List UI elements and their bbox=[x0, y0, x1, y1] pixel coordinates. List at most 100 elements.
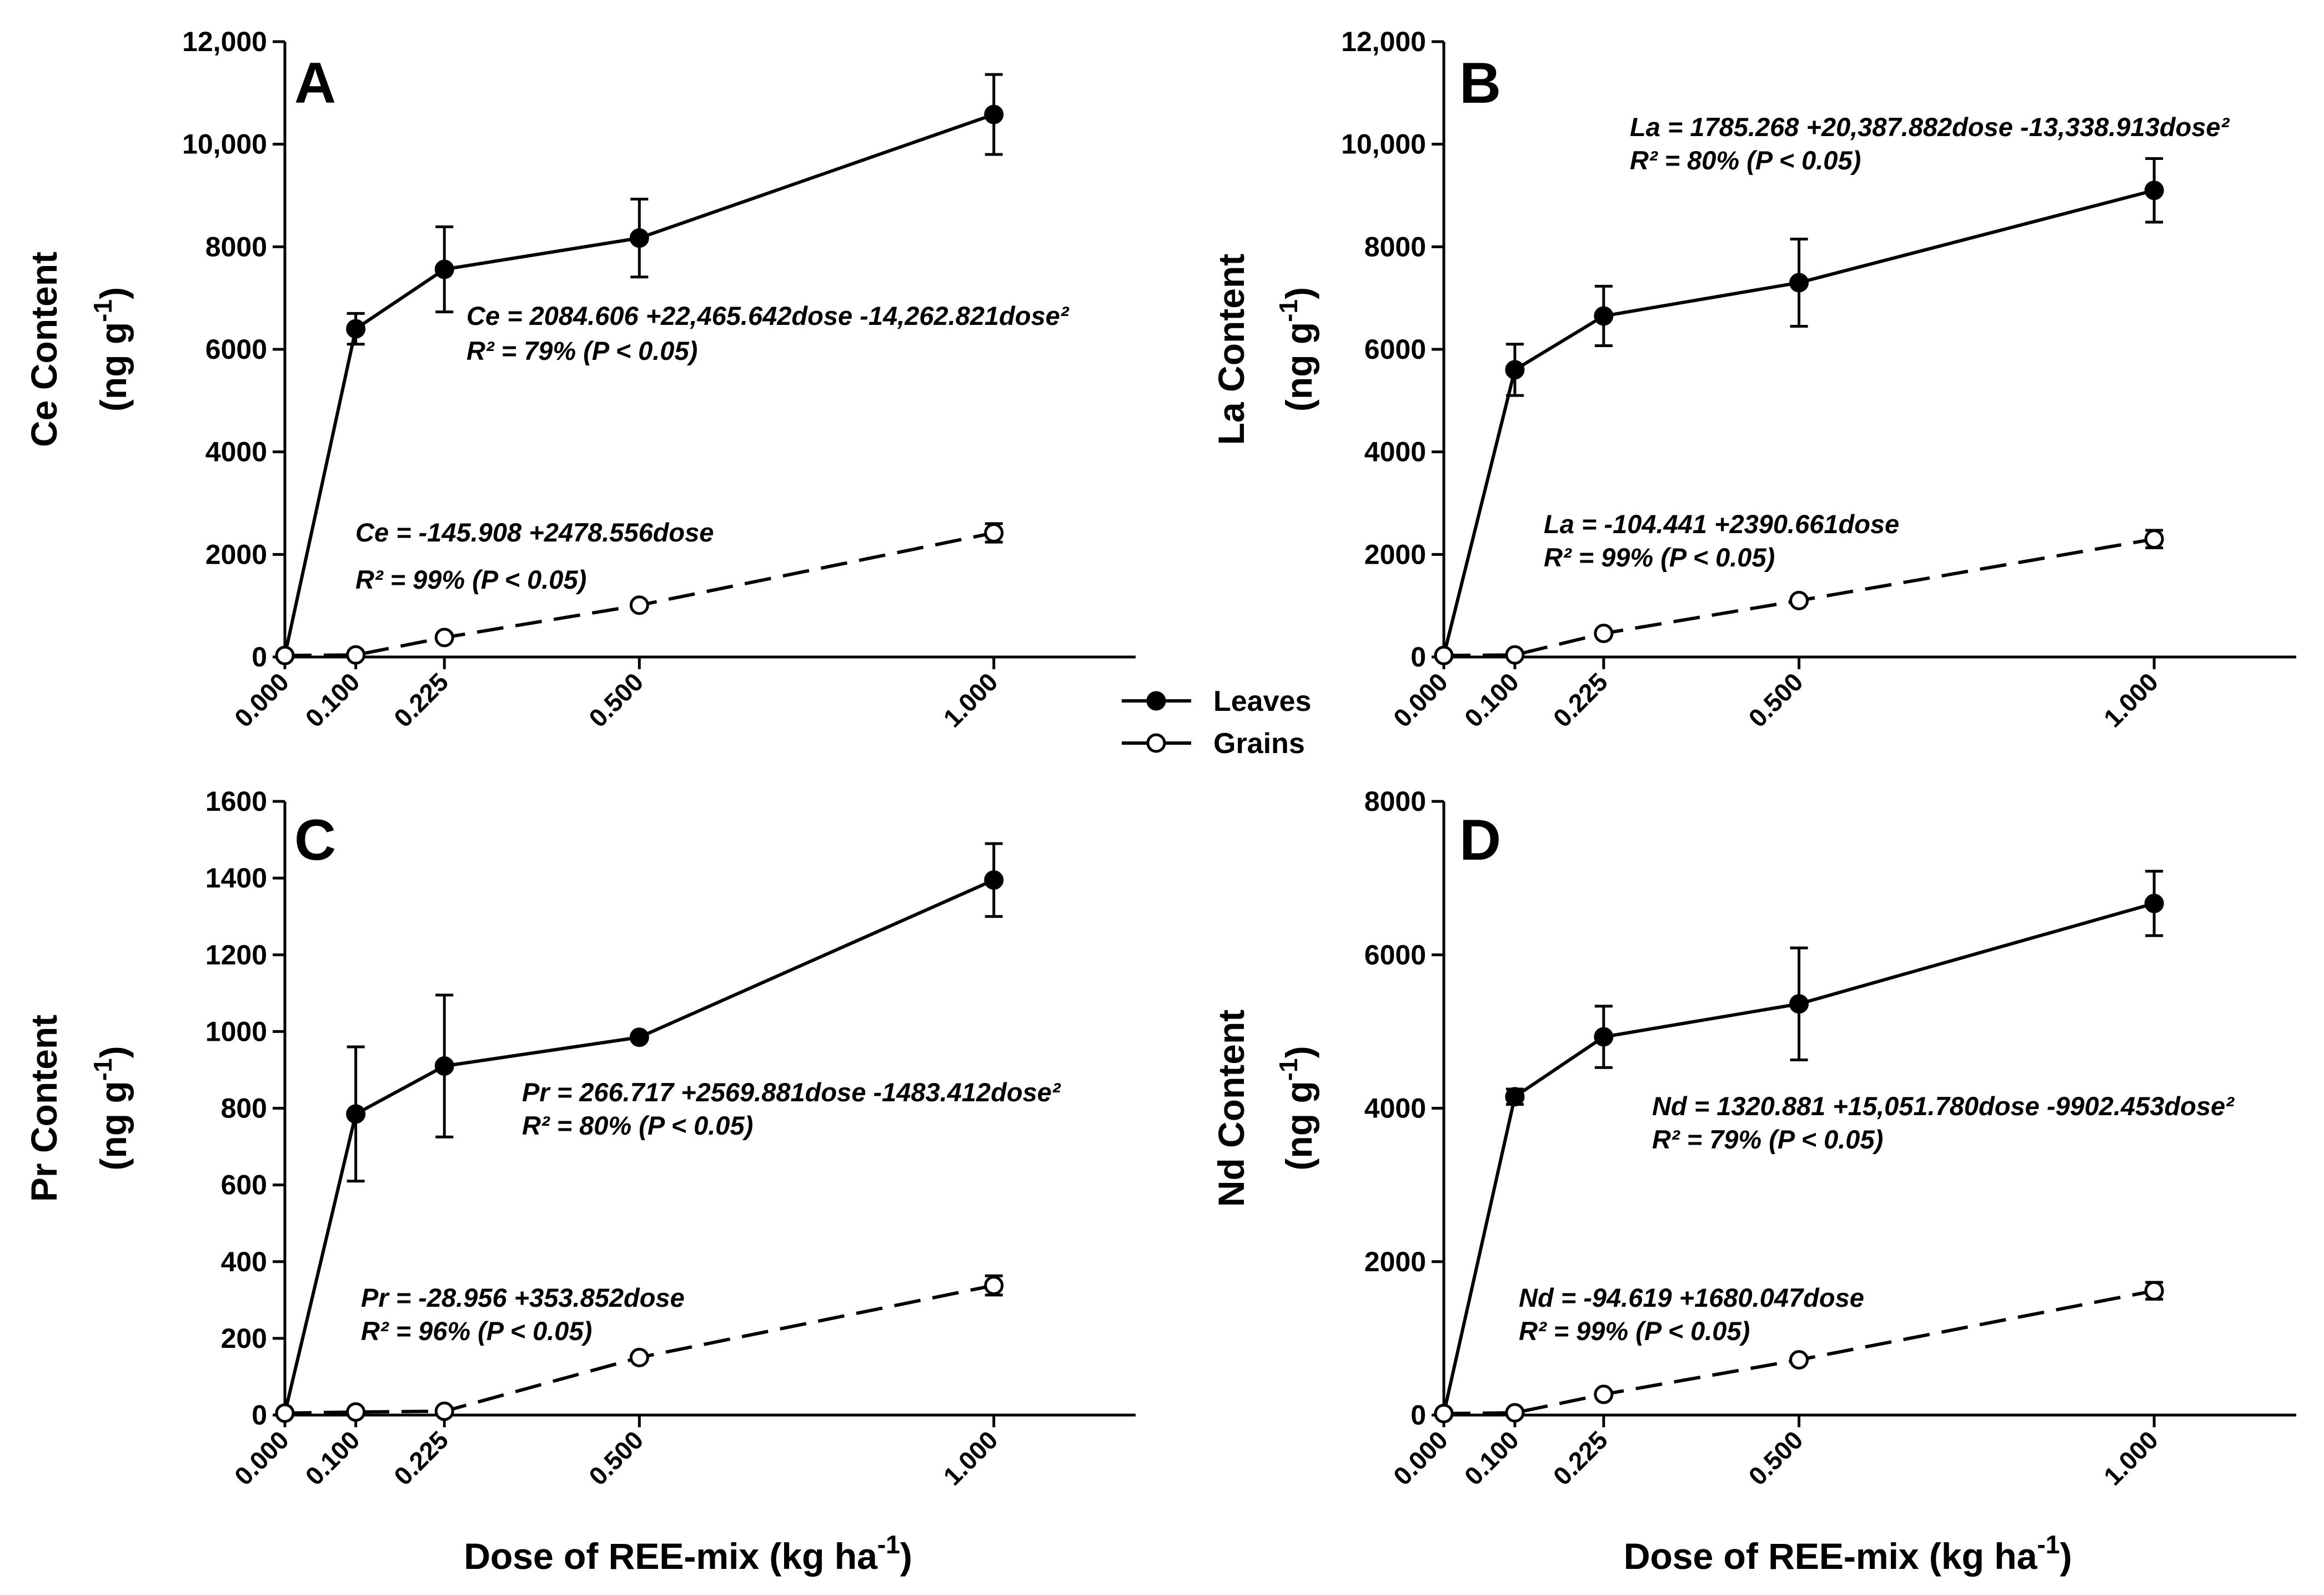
y-axis-unit-close: ) bbox=[93, 287, 134, 299]
grains-r2: R² = 96% (P < 0.05) bbox=[361, 1316, 592, 1346]
data-point-leaves bbox=[984, 870, 1004, 890]
data-point-leaves bbox=[434, 1056, 454, 1076]
y-axis-label: Nd Content bbox=[1211, 1010, 1252, 1207]
legend-grains-marker bbox=[1146, 733, 1166, 753]
legend-grains-label: Grains bbox=[1213, 728, 1305, 760]
x-axis-label: Dose of REE-mix (kg ha-1) bbox=[464, 1530, 912, 1577]
y-axis-unit-close: ) bbox=[1278, 1046, 1319, 1058]
y-tick-label: 6000 bbox=[205, 334, 267, 365]
y-axis-unit-text: (ng g bbox=[1278, 322, 1319, 412]
data-point-grains bbox=[346, 1402, 366, 1422]
y-axis-unit-text: (ng g bbox=[93, 1081, 134, 1170]
legend-leaves-label: Leaves bbox=[1213, 685, 1311, 718]
y-axis-unit-text: (ng g bbox=[93, 322, 134, 412]
x-axis-label-close: ) bbox=[2060, 1536, 2072, 1577]
data-point-leaves bbox=[629, 228, 649, 248]
grains-equation: La = -104.441 +2390.661dose bbox=[1544, 509, 1899, 539]
y-tick-label: 2000 bbox=[1364, 539, 1426, 570]
data-point-grains bbox=[984, 1276, 1004, 1296]
data-point-leaves bbox=[1594, 1027, 1614, 1047]
series-grains bbox=[275, 522, 1004, 665]
data-point-leaves bbox=[346, 319, 366, 339]
x-axis-label-close: ) bbox=[2060, 1536, 2072, 1577]
x-axis-label-superscript: -1 bbox=[2037, 1530, 2060, 1559]
y-axis-unit-superscript: -1 bbox=[88, 1058, 117, 1081]
data-point-grains bbox=[1505, 645, 1525, 665]
x-axis-label: Dose of REE-mix (kg ha-1) bbox=[1624, 1530, 2072, 1577]
y-tick-label: 400 bbox=[221, 1246, 267, 1277]
data-point-grains bbox=[275, 645, 295, 665]
y-tick-label: 1400 bbox=[205, 862, 267, 894]
data-point-leaves bbox=[1594, 306, 1614, 326]
x-axis-label: Dose of REE-mix (kg ha-1) bbox=[1624, 1530, 2072, 1577]
y-axis-label: Ce Content bbox=[23, 252, 64, 447]
data-point-grains bbox=[984, 523, 1004, 543]
panel-letter: C bbox=[294, 808, 336, 872]
y-tick-label: 8000 bbox=[205, 231, 267, 262]
legend-leaves-marker bbox=[1146, 691, 1166, 711]
y-tick-label: 200 bbox=[221, 1323, 267, 1354]
data-point-grains bbox=[434, 628, 454, 648]
leaves-equation: Ce = 2084.606 +22,465.642dose -14,262.82… bbox=[466, 301, 1070, 330]
y-tick-label: 6000 bbox=[1364, 939, 1426, 970]
y-axis-unit-close: ) bbox=[93, 1046, 134, 1058]
y-tick-label: 8000 bbox=[1364, 231, 1426, 262]
data-point-grains bbox=[1505, 1403, 1525, 1423]
leaves-r2: R² = 80% (P < 0.05) bbox=[522, 1111, 753, 1140]
y-tick-label: 8000 bbox=[1364, 786, 1426, 817]
x-axis-label-text: Dose of REE-mix (kg ha bbox=[1624, 1536, 2038, 1577]
data-point-leaves bbox=[629, 1027, 649, 1047]
data-point-grains bbox=[2144, 529, 2164, 549]
data-point-leaves bbox=[1789, 994, 1809, 1014]
y-tick-label: 12,000 bbox=[182, 26, 267, 57]
y-axis-unit-superscript: -1 bbox=[1274, 299, 1303, 322]
y-axis-unit-close: ) bbox=[1278, 287, 1319, 299]
y-axis-unit-label: (ng g-1) bbox=[88, 287, 134, 412]
leaves-equation: Nd = 1320.881 +15,051.780dose -9902.453d… bbox=[1652, 1091, 2235, 1121]
grains-r2: R² = 99% (P < 0.05) bbox=[355, 565, 586, 594]
y-tick-label: 1600 bbox=[205, 786, 267, 817]
grains-equation: Pr = -28.956 +353.852dose bbox=[361, 1283, 685, 1312]
y-tick-label: 0 bbox=[252, 1400, 267, 1431]
data-point-grains bbox=[629, 595, 649, 615]
data-point-grains bbox=[1594, 1385, 1614, 1405]
y-axis-unit-text: (ng g bbox=[1278, 1081, 1319, 1170]
data-point-grains bbox=[1789, 590, 1809, 610]
data-point-grains bbox=[2144, 1281, 2164, 1301]
panel-letter: B bbox=[1459, 51, 1501, 116]
y-tick-label: 0 bbox=[1411, 641, 1426, 673]
y-tick-label: 12,000 bbox=[1341, 26, 1426, 57]
data-point-grains bbox=[1789, 1350, 1809, 1370]
data-point-leaves bbox=[346, 1104, 366, 1124]
y-tick-label: 1200 bbox=[205, 939, 267, 970]
y-tick-label: 2000 bbox=[1364, 1246, 1426, 1277]
leaves-r2: R² = 79% (P < 0.05) bbox=[1652, 1125, 1883, 1154]
x-axis-label-superscript: -1 bbox=[877, 1530, 900, 1559]
grains-equation: Nd = -94.619 +1680.047dose bbox=[1519, 1283, 1864, 1312]
y-tick-label: 4000 bbox=[1364, 437, 1426, 468]
data-point-grains bbox=[434, 1401, 454, 1421]
y-tick-label: 4000 bbox=[205, 437, 267, 468]
leaves-equation: La = 1785.268 +20,387.882dose -13,338.91… bbox=[1630, 112, 2230, 142]
leaves-r2: R² = 79% (P < 0.05) bbox=[466, 336, 697, 365]
data-point-grains bbox=[1594, 624, 1614, 644]
y-tick-label: 2000 bbox=[205, 539, 267, 570]
series-leaves bbox=[275, 73, 1004, 665]
y-axis-label: Pr Content bbox=[23, 1015, 64, 1202]
legend: Leaves Grains bbox=[1122, 685, 1311, 760]
x-axis-label-superscript: -1 bbox=[2037, 1530, 2060, 1559]
leaves-equation: Pr = 266.717 +2569.881dose -1483.412dose… bbox=[522, 1077, 1061, 1107]
x-axis-label-close: ) bbox=[900, 1536, 912, 1577]
data-point-leaves bbox=[434, 259, 454, 279]
data-point-grains bbox=[629, 1347, 649, 1367]
y-tick-label: 0 bbox=[1411, 1400, 1426, 1431]
data-point-leaves bbox=[1789, 273, 1809, 293]
data-point-grains bbox=[346, 645, 366, 665]
y-axis-unit-label: (ng g-1) bbox=[88, 1046, 134, 1170]
data-point-leaves bbox=[1505, 360, 1525, 380]
x-axis-label: Dose of REE-mix (kg ha-1) bbox=[464, 1530, 912, 1577]
grains-equation: Ce = -145.908 +2478.556dose bbox=[355, 518, 714, 547]
panel-letter: D bbox=[1459, 808, 1501, 872]
series-grains bbox=[275, 1274, 1004, 1423]
